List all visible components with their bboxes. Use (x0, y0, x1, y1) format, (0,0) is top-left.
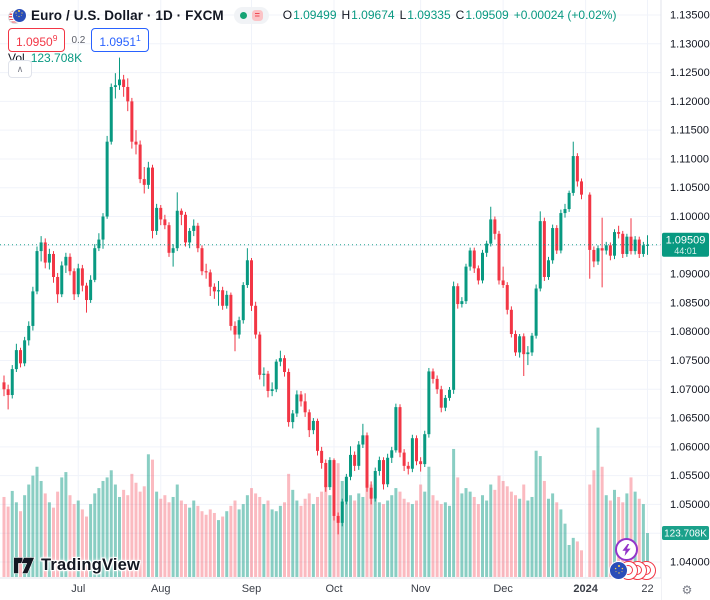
svg-text:1.10500: 1.10500 (670, 182, 710, 194)
svg-text:1.11500: 1.11500 (670, 125, 709, 137)
time-axis-labels: Jul Aug Sep Oct Nov Dec 2024 22 (71, 583, 653, 595)
svg-text:Nov: Nov (411, 583, 431, 595)
eur-flag-icon (609, 561, 628, 580)
equals-badge-icon: = (251, 9, 263, 21)
lightning-icon[interactable] (615, 538, 638, 561)
svg-text:1.07000: 1.07000 (670, 384, 710, 396)
candles-layer (2, 57, 649, 535)
symbol-logos-stack-icon[interactable] (604, 561, 656, 583)
volume-legend-value: 123.708K (30, 51, 83, 65)
svg-text:1.09509: 1.09509 (666, 234, 706, 246)
svg-text:Sep: Sep (242, 583, 262, 595)
last-bar-widgets (604, 538, 656, 584)
high-value: 1.09674 (351, 8, 395, 22)
svg-text:1.06000: 1.06000 (670, 441, 710, 453)
close-value: 1.09509 (465, 8, 509, 22)
tradingview-logo[interactable]: TradingView (13, 556, 140, 575)
price-axis-labels: 1.13500 1.13000 1.12500 1.12000 1.11500 1.110… (670, 10, 710, 569)
gear-icon[interactable]: ⚙ (681, 583, 693, 597)
market-open-dot-icon (239, 11, 247, 19)
last-volume-axis-label: 123.708K (662, 526, 709, 540)
svg-text:1.10000: 1.10000 (670, 211, 710, 223)
volume-bars-layer (2, 427, 649, 577)
time-axis[interactable] (0, 578, 661, 600)
svg-text:22: 22 (641, 583, 653, 595)
svg-text:1.13000: 1.13000 (670, 38, 710, 50)
close-label: C (455, 8, 465, 22)
tradingview-mark-icon (13, 557, 35, 574)
bid-ask-row: 1.09509 0.2 1.09511 (8, 28, 149, 52)
svg-text:Dec: Dec (493, 583, 513, 595)
collapse-pane-button[interactable]: ∧ (8, 60, 32, 78)
ohlc-values: O 1.09499 H 1.09674 L 1.09335 C 1.09509 +0.0… (283, 8, 617, 22)
svg-text:Aug: Aug (151, 583, 171, 595)
svg-text:123.708K: 123.708K (664, 529, 707, 540)
svg-text:1.08000: 1.08000 (670, 326, 710, 338)
low-label: L (399, 8, 407, 22)
svg-text:1.05000: 1.05000 (670, 499, 710, 511)
open-value: 1.09499 (293, 8, 337, 22)
grid-lines (0, 0, 661, 578)
spread-value: 0.2 (71, 34, 86, 46)
symbol-title[interactable]: Euro / U.S. Dollar · 1D · FXCM (31, 7, 224, 23)
chevron-up-icon: ∧ (16, 63, 24, 74)
tradingview-logo-text: TradingView (41, 556, 141, 574)
svg-text:1.13500: 1.13500 (670, 10, 710, 22)
symbol-header[interactable]: Euro / U.S. Dollar · 1D · FXCM = O 1.0949… (8, 5, 616, 25)
change-value: +0.00024 (+0.02%) (513, 8, 617, 22)
bid-button[interactable]: 1.09509 (8, 28, 66, 52)
svg-text:2024: 2024 (573, 583, 598, 595)
price-axis[interactable] (661, 0, 710, 600)
eurusd-pair-icon (8, 7, 27, 24)
svg-text:Jul: Jul (71, 583, 85, 595)
low-value: 1.09335 (407, 8, 451, 22)
svg-text:1.09000: 1.09000 (670, 269, 710, 281)
ask-button[interactable]: 1.09511 (91, 28, 149, 52)
high-label: H (341, 8, 351, 22)
svg-text:1.06500: 1.06500 (670, 413, 710, 425)
svg-text:1.04000: 1.04000 (670, 557, 710, 569)
svg-text:1.12500: 1.12500 (670, 67, 710, 79)
svg-text:44:01: 44:01 (674, 246, 697, 256)
svg-text:1.05500: 1.05500 (670, 470, 710, 482)
svg-text:1.07500: 1.07500 (670, 355, 710, 367)
svg-text:1.08500: 1.08500 (670, 297, 710, 309)
svg-text:1.11000: 1.11000 (670, 153, 709, 165)
market-status-pill[interactable]: = (233, 6, 269, 24)
svg-text:Oct: Oct (325, 583, 342, 595)
svg-text:1.12000: 1.12000 (670, 96, 710, 108)
open-label: O (282, 8, 293, 22)
